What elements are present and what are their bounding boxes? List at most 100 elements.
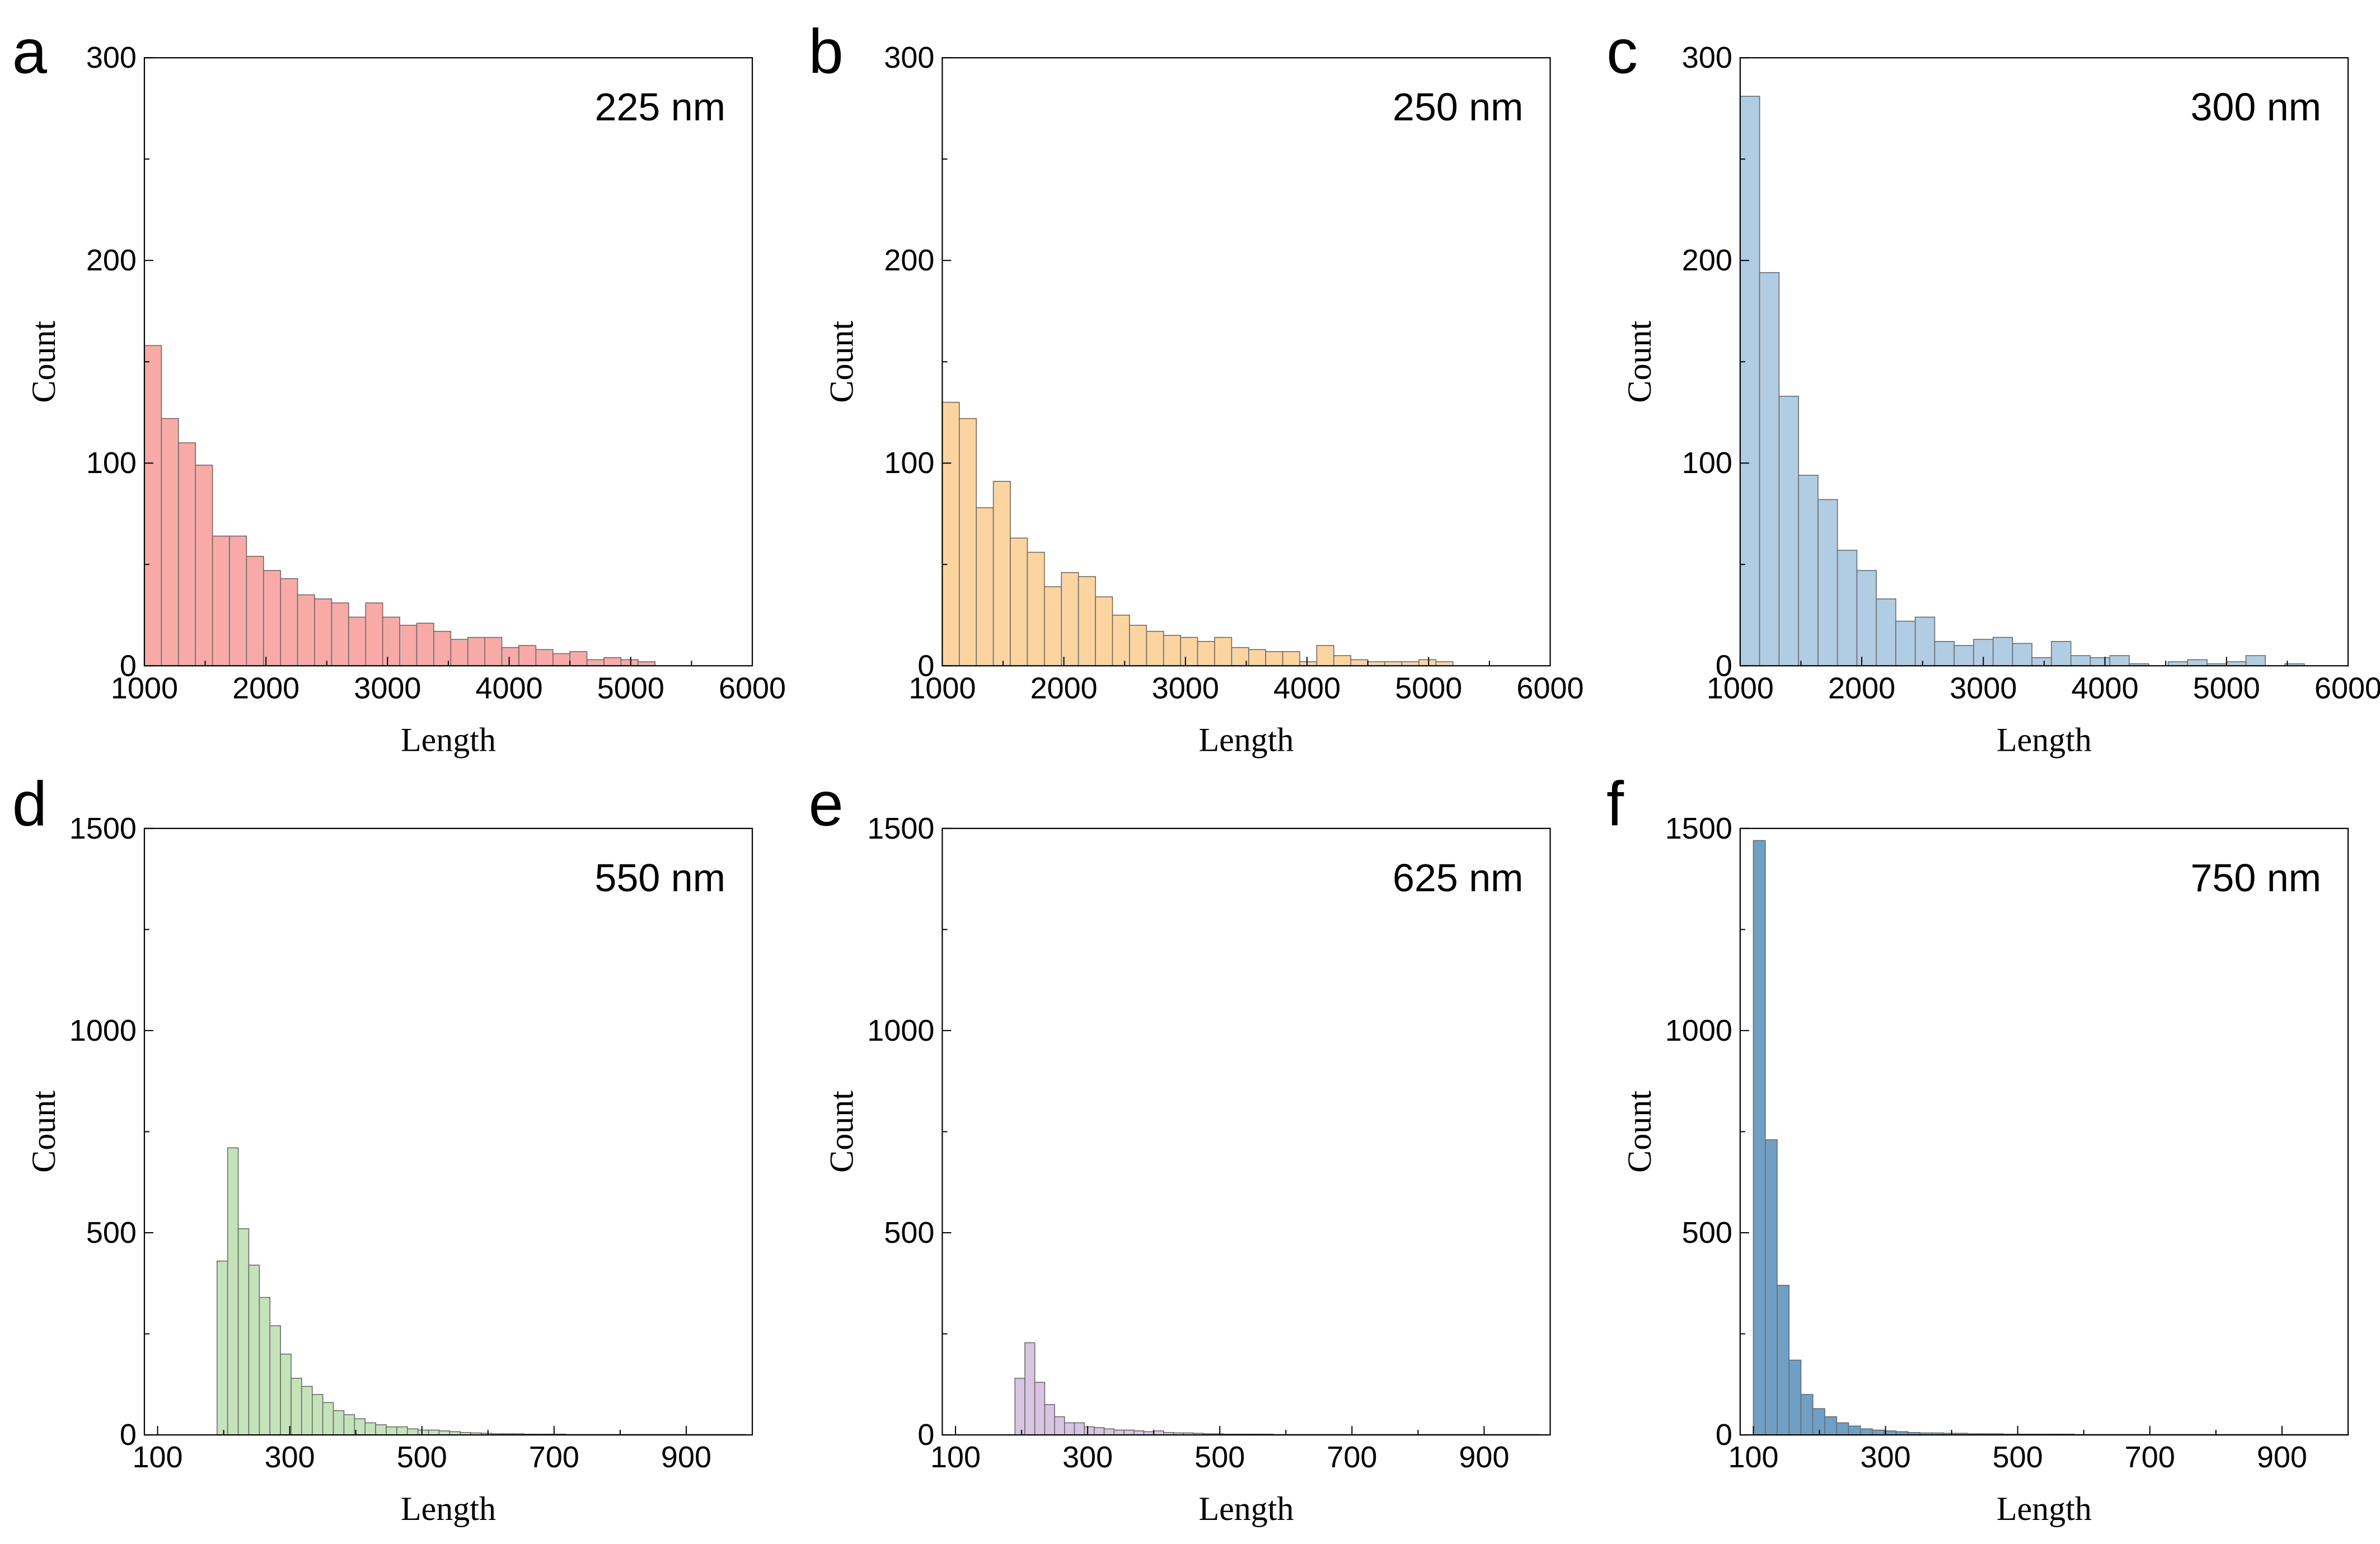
- x-axis-label: Length: [1997, 1490, 2092, 1527]
- histogram-bar: [1316, 645, 1334, 667]
- histogram-bar: [428, 1429, 440, 1435]
- y-axis-label: Count: [1621, 321, 1658, 403]
- histogram-bar: [322, 1402, 334, 1435]
- histogram-bar: [1788, 1359, 1802, 1435]
- histogram-bar: [416, 623, 434, 667]
- histogram-bar: [212, 535, 230, 667]
- histogram-bar: [1054, 1416, 1065, 1435]
- histogram-bar: [1817, 499, 1838, 667]
- histogram-bar: [297, 594, 315, 667]
- histogram-bar: [195, 465, 213, 667]
- histogram-bar: [1812, 1408, 1825, 1435]
- x-axis-label: Length: [1997, 721, 2092, 758]
- histogram-bar: [246, 555, 264, 667]
- histogram-bar: [1129, 625, 1147, 667]
- histogram-bar: [1934, 641, 1955, 667]
- histogram-bar: [1112, 614, 1130, 667]
- histogram-bar: [1094, 1427, 1105, 1435]
- histogram-bar: [1895, 620, 1916, 667]
- plot-frame: [1739, 827, 2349, 1436]
- histogram-bar: [1418, 659, 1437, 667]
- histogram-bar: [417, 1429, 429, 1435]
- histogram-bar: [364, 1422, 376, 1435]
- x-axis-label: Length: [1198, 721, 1294, 758]
- histogram-bar: [1856, 570, 1877, 667]
- histogram-bar: [569, 651, 588, 667]
- histogram-bar: [227, 1147, 239, 1435]
- y-axis-label: Count: [1621, 1091, 1658, 1173]
- histogram-bar: [1759, 272, 1780, 667]
- x-tick-label: 900: [2257, 1440, 2307, 1474]
- histogram-bar: [1824, 1416, 1838, 1435]
- x-tick-label: 900: [661, 1440, 711, 1474]
- histogram-bar: [1064, 1422, 1075, 1435]
- y-tick-label: 1000: [69, 1014, 137, 1047]
- x-tick-label: 300: [1062, 1440, 1113, 1474]
- histogram-bar: [343, 1414, 355, 1435]
- histogram-bar: [1010, 537, 1028, 667]
- y-axis-label: Count: [25, 321, 62, 403]
- histogram-bar: [161, 418, 179, 667]
- histogram-bar: [1848, 1425, 1861, 1435]
- histogram-bar: [348, 616, 367, 667]
- x-tick-label: 500: [1993, 1440, 2043, 1474]
- y-tick-label: 1500: [1665, 812, 1732, 845]
- histogram-bar: [386, 1426, 397, 1435]
- histogram-bar: [263, 570, 282, 667]
- histogram-bar: [269, 1325, 281, 1435]
- histogram-bar: [1044, 1404, 1055, 1435]
- histogram-bar: [450, 639, 468, 667]
- x-tick-label: 6000: [1516, 671, 1583, 705]
- y-tick-label: 500: [884, 1216, 934, 1250]
- x-tick-label: 5000: [1395, 671, 1462, 705]
- histogram-bar: [1800, 1394, 1814, 1435]
- histogram-bar: [1014, 1378, 1025, 1435]
- x-axis-label: Length: [401, 721, 496, 758]
- histogram-bar: [603, 657, 622, 667]
- chart-panel-d: 0 500 1000 1500 100 300 500 700 900 Length Count 55…: [12, 769, 753, 1527]
- histogram-bar: [1953, 645, 1974, 667]
- histogram-bar: [1024, 1342, 1036, 1435]
- histogram-bar: [396, 1426, 408, 1435]
- histogram-bar: [2187, 659, 2208, 667]
- panel-letter: a: [12, 16, 48, 86]
- x-tick-label: 6000: [719, 671, 786, 705]
- panel-letter: b: [808, 16, 843, 86]
- x-tick-label: 500: [1194, 1440, 1245, 1474]
- y-tick-label: 500: [86, 1216, 137, 1250]
- y-tick-label: 300: [884, 41, 934, 74]
- panel-letter: e: [808, 769, 843, 839]
- histogram-bar: [1992, 637, 2013, 667]
- y-tick-label: 200: [1682, 244, 1732, 277]
- histogram-bar: [1084, 1426, 1095, 1435]
- x-tick-label: 4000: [2071, 671, 2138, 705]
- panel-letter: c: [1606, 16, 1638, 86]
- chart-panel-f: 0 500 1000 1500 100 300 500 700 900 Length Count 75…: [1606, 769, 2349, 1527]
- histogram-bar: [501, 647, 519, 667]
- histogram-bar: [365, 602, 383, 667]
- wavelength-annotation: 625 nm: [1393, 856, 1523, 900]
- histogram-bar: [1859, 1428, 1873, 1435]
- histogram-bar: [1197, 641, 1215, 667]
- histogram-bar: [229, 535, 247, 667]
- y-tick-label: 1000: [867, 1014, 934, 1047]
- x-tick-label: 1000: [908, 671, 976, 705]
- histogram-bar: [177, 442, 196, 667]
- histogram-bar: [144, 345, 162, 667]
- x-axis-label: Length: [1198, 1490, 1294, 1527]
- histogram-bar: [1350, 659, 1369, 667]
- x-tick-label: 1000: [1707, 671, 1774, 705]
- x-tick-label: 300: [1861, 1440, 1911, 1474]
- y-axis-label: Count: [25, 1091, 62, 1173]
- chart-panel-e: 0 500 1000 1500 100 300 500 700 900 Length Count 62…: [808, 769, 1551, 1527]
- wavelength-annotation: 300 nm: [2190, 85, 2321, 129]
- histogram-bar: [1027, 551, 1045, 667]
- histogram-bar: [399, 625, 418, 667]
- histogram-bar: [314, 598, 332, 667]
- histogram-bar: [2031, 657, 2052, 667]
- x-tick-label: 3000: [354, 671, 421, 705]
- x-tick-label: 5000: [597, 671, 664, 705]
- histogram-bar: [1836, 1422, 1849, 1435]
- histogram-bar: [959, 418, 977, 667]
- chart-panel-b: 0 100 200 300 1000 2000 3000 4000 5000 6000 Length…: [808, 16, 1583, 758]
